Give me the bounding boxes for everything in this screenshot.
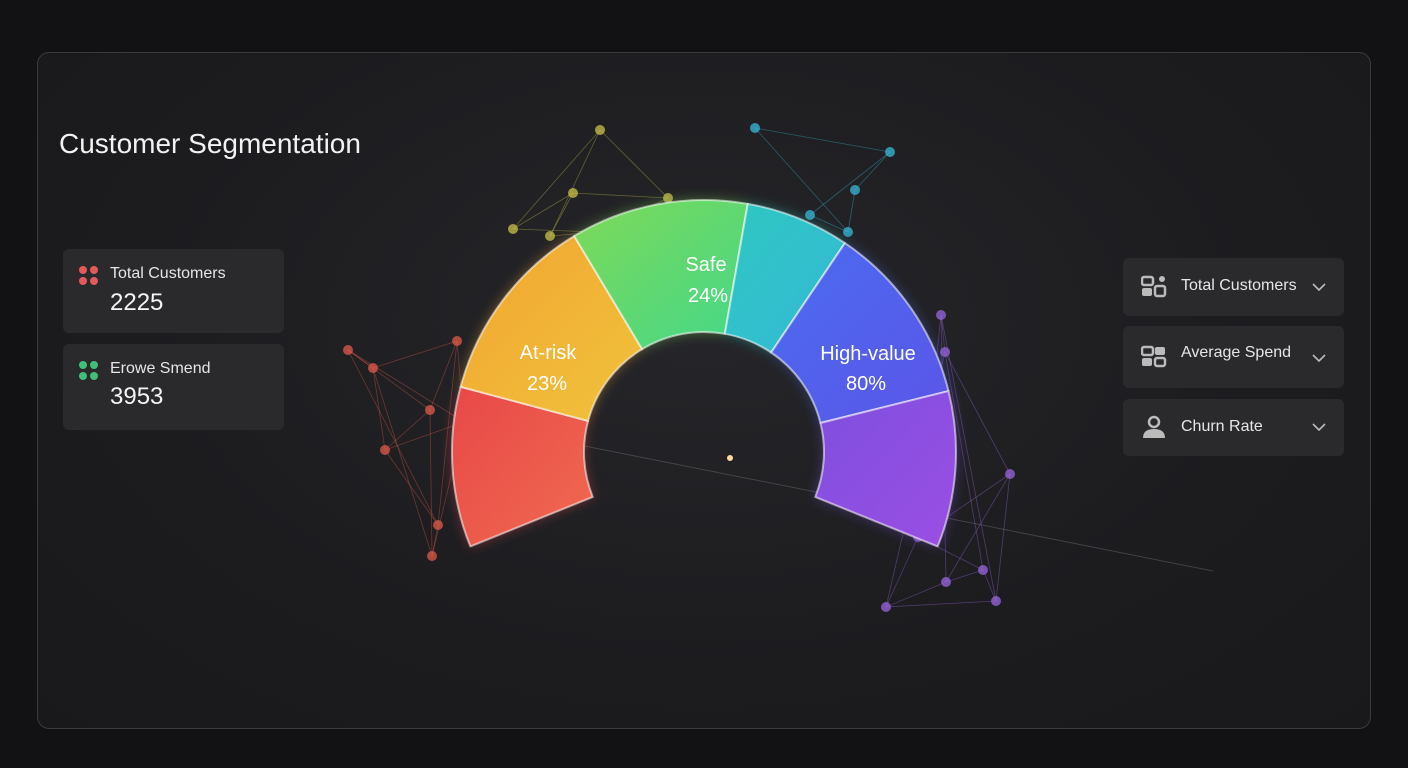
network-edge	[512, 129, 601, 230]
network-edge	[347, 349, 465, 423]
filter-dropdown[interactable]: Total Customers	[1123, 258, 1344, 316]
network-node	[940, 347, 950, 357]
stat-card: Erowe Smend 3953	[63, 344, 284, 430]
network-node	[750, 123, 760, 133]
network-edge	[754, 127, 849, 233]
icon	[1143, 415, 1165, 438]
network-node	[843, 227, 853, 237]
network-node	[727, 455, 733, 461]
network-node	[380, 445, 390, 455]
network-node	[343, 345, 353, 355]
network-edge	[572, 192, 669, 199]
stat-label: Total Customers	[110, 265, 226, 282]
network-node	[595, 125, 605, 135]
network-node	[545, 231, 555, 241]
network-edge	[754, 127, 891, 153]
segment-label: At-risk	[520, 342, 578, 364]
network-edge	[384, 409, 431, 451]
title: Customer Segmentation	[59, 128, 361, 159]
network-edge	[809, 151, 891, 216]
stat-card: Total Customers 2225	[63, 249, 284, 333]
network-edge	[940, 314, 946, 353]
filter-label: Average Spend	[1181, 344, 1292, 361]
network-edge	[940, 314, 997, 602]
network-node	[427, 551, 437, 561]
network-node	[452, 336, 462, 346]
network-node	[850, 185, 860, 195]
network-node	[433, 520, 443, 530]
network-node	[941, 577, 951, 587]
network-edge	[384, 449, 439, 526]
filter-dropdown[interactable]: Churn Rate	[1123, 399, 1344, 456]
network-edge	[437, 340, 458, 526]
network-edge	[982, 569, 997, 602]
icon	[79, 266, 99, 286]
icon	[1141, 345, 1167, 368]
network-node	[881, 602, 891, 612]
network-edge	[995, 473, 1011, 602]
network-node	[425, 405, 435, 415]
network-edge	[431, 524, 439, 557]
network-node	[508, 224, 518, 234]
network-edge	[809, 214, 849, 233]
network-edge	[372, 367, 386, 451]
stat-label: Erowe Smend	[110, 360, 211, 377]
network-edge	[847, 189, 856, 233]
network-edge	[854, 151, 891, 191]
stat-value: 3953	[110, 383, 164, 410]
filter-label: Total Customers	[1181, 277, 1297, 294]
icon	[79, 361, 99, 381]
segment-label: Safe	[685, 254, 726, 276]
network-node	[663, 193, 673, 203]
network-edge	[429, 340, 458, 411]
segment-label: High-value	[820, 343, 916, 365]
network-node	[805, 210, 815, 220]
network-edge	[944, 351, 1011, 475]
network-edge	[945, 473, 1011, 583]
network-node	[936, 310, 946, 320]
network-node	[1005, 469, 1015, 479]
network-edge	[384, 421, 465, 451]
network-edge	[429, 409, 433, 557]
gauge-segment	[814, 390, 957, 548]
stat-value: 2225	[110, 289, 164, 316]
network-node	[568, 188, 578, 198]
chevron	[1312, 354, 1326, 363]
segments	[451, 199, 957, 548]
network-edge	[347, 349, 431, 411]
network-edge	[347, 349, 374, 369]
network-edge	[549, 192, 574, 237]
network-edge	[347, 349, 439, 526]
network-edge	[945, 569, 984, 583]
network-edge	[885, 600, 997, 608]
filter-label: Churn Rate	[1181, 418, 1263, 435]
network-edge	[885, 536, 919, 608]
network-edge	[512, 192, 574, 230]
network-edge	[885, 581, 947, 608]
network-node	[885, 147, 895, 157]
segment-percent: 24%	[688, 285, 728, 307]
network-decoration	[343, 123, 1214, 612]
segment-percent: 80%	[846, 373, 886, 395]
chevron	[1312, 283, 1326, 292]
icon	[1141, 275, 1167, 298]
filter-dropdown[interactable]: Average Spend	[1123, 326, 1344, 388]
network-edge	[549, 129, 601, 237]
network-edge	[944, 351, 984, 571]
network-node	[991, 596, 1001, 606]
chevron	[1312, 423, 1326, 432]
network-edge	[372, 367, 433, 557]
network-node	[368, 363, 378, 373]
network-edge	[599, 129, 669, 199]
network-node	[978, 565, 988, 575]
network-edge	[372, 340, 458, 369]
segment-percent: 23%	[527, 373, 567, 395]
